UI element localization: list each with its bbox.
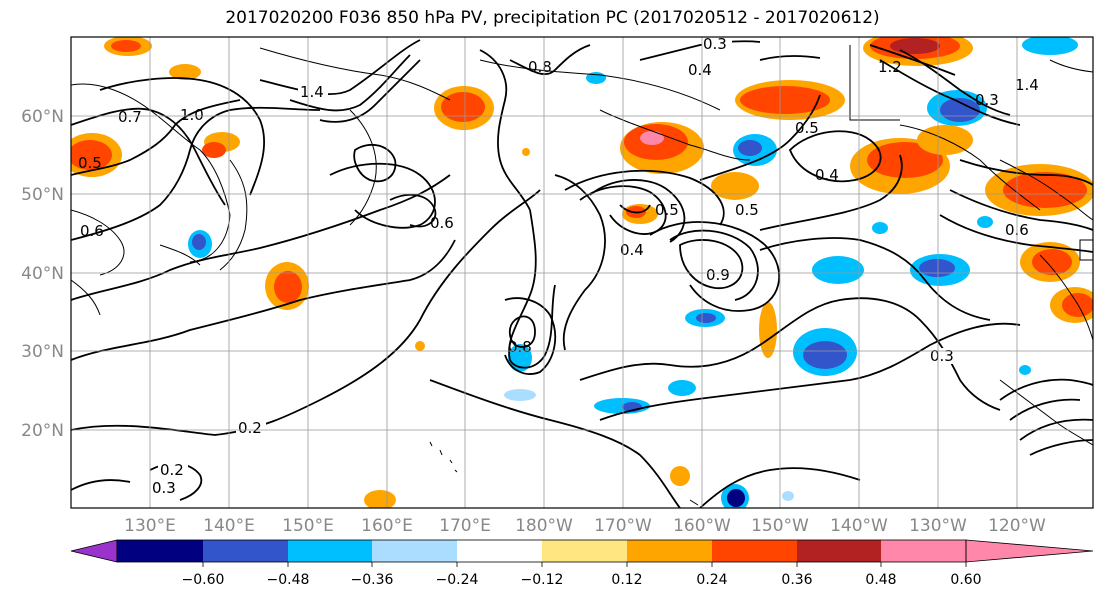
colorbar-segment — [797, 540, 881, 562]
svg-text:0.2: 0.2 — [160, 461, 184, 479]
map-plot-area: 0.3 0.4 1.4 1.2 1.0 0.7 0.5 0.8 0.6 0.3 … — [71, 35, 1093, 508]
svg-text:0.3: 0.3 — [930, 347, 954, 365]
lon-label: 140°E — [203, 516, 255, 536]
svg-text:0.5: 0.5 — [795, 119, 819, 137]
svg-text:0.3: 0.3 — [703, 35, 727, 53]
svg-text:1.4: 1.4 — [300, 83, 324, 101]
lat-label: 20°N — [21, 421, 64, 441]
colorbar-tick-label: −0.12 — [521, 572, 564, 588]
lon-label: 150°W — [751, 516, 809, 536]
colorbar-tick-label: 0.36 — [781, 572, 812, 588]
svg-text:0.6: 0.6 — [80, 222, 104, 240]
lon-label: 130°W — [909, 516, 967, 536]
lon-label: 180°W — [515, 516, 573, 536]
map-frame — [70, 36, 1094, 509]
svg-text:0.5: 0.5 — [655, 201, 679, 219]
svg-text:0.2: 0.2 — [238, 419, 262, 437]
colorbar-segment — [881, 540, 966, 562]
contour-labels: 0.3 0.4 1.4 1.2 1.0 0.7 0.5 0.8 0.6 0.3 … — [78, 35, 1039, 497]
svg-text:0.5: 0.5 — [78, 154, 102, 172]
svg-text:0.8: 0.8 — [508, 338, 532, 356]
svg-text:1.0: 1.0 — [180, 106, 204, 124]
colorbar-tick-label: 0.60 — [950, 572, 981, 588]
svg-text:0.3: 0.3 — [152, 479, 176, 497]
svg-text:0.7: 0.7 — [118, 108, 142, 126]
lon-label: 170°W — [594, 516, 652, 536]
svg-text:0.4: 0.4 — [688, 61, 712, 79]
colorbar-segment — [627, 540, 712, 562]
lon-label: 170°E — [439, 516, 491, 536]
lon-label: 150°E — [282, 516, 334, 536]
colorbar-segment — [372, 540, 457, 562]
lat-label: 50°N — [21, 185, 64, 205]
pv-contours — [71, 39, 1093, 508]
svg-text:0.4: 0.4 — [620, 241, 644, 259]
positive-precip-shading — [71, 37, 1093, 508]
svg-text:0.5: 0.5 — [735, 201, 759, 219]
latitude-labels: 60°N 50°N 40°N 30°N 20°N — [21, 107, 64, 441]
longitude-labels: 130°E 140°E 150°E 160°E 170°E 180°W 170°… — [124, 516, 1046, 536]
gridlines — [71, 37, 1093, 508]
svg-text:0.4: 0.4 — [815, 166, 839, 184]
colorbar-tick-label: 0.12 — [611, 572, 642, 588]
lon-label: 120°W — [988, 516, 1046, 536]
colorbar-segment — [542, 540, 627, 562]
colorbar-segment — [288, 540, 372, 562]
colorbar-segment — [203, 540, 288, 562]
colorbar-segment — [457, 540, 542, 562]
colorbar-tick-label: 0.24 — [696, 572, 727, 588]
svg-text:1.4: 1.4 — [1015, 76, 1039, 94]
colorbar-tick-label: −0.48 — [267, 572, 310, 588]
lon-label: 160°W — [673, 516, 731, 536]
negative-precip-shading — [188, 37, 1078, 508]
colorbar-left-extension — [70, 539, 118, 563]
map-title: 2017020200 F036 850 hPa PV, precipitatio… — [225, 8, 880, 28]
svg-text:0.9: 0.9 — [706, 266, 730, 284]
lat-label: 60°N — [21, 107, 64, 127]
colorbar-segment — [117, 540, 203, 562]
colorbar-tick-label: −0.60 — [182, 572, 225, 588]
colorbar-tick-label: −0.36 — [351, 572, 394, 588]
colorbar-tick-label: 0.48 — [865, 572, 896, 588]
svg-text:0.3: 0.3 — [975, 91, 999, 109]
colorbar-tick-label: −0.24 — [436, 572, 479, 588]
lon-label: 160°E — [361, 516, 413, 536]
colorbar: −0.60 −0.48 −0.36 −0.24 −0.12 0.12 0.24 … — [70, 539, 1094, 588]
lon-label: 130°E — [124, 516, 176, 536]
lon-label: 140°W — [830, 516, 888, 536]
lat-label: 40°N — [21, 264, 64, 284]
svg-text:0.8: 0.8 — [528, 58, 552, 76]
svg-text:0.6: 0.6 — [430, 214, 454, 232]
colorbar-segment — [712, 540, 797, 562]
svg-text:1.2: 1.2 — [878, 58, 902, 76]
lat-label: 30°N — [21, 342, 64, 362]
colorbar-right-extension — [965, 539, 1094, 563]
